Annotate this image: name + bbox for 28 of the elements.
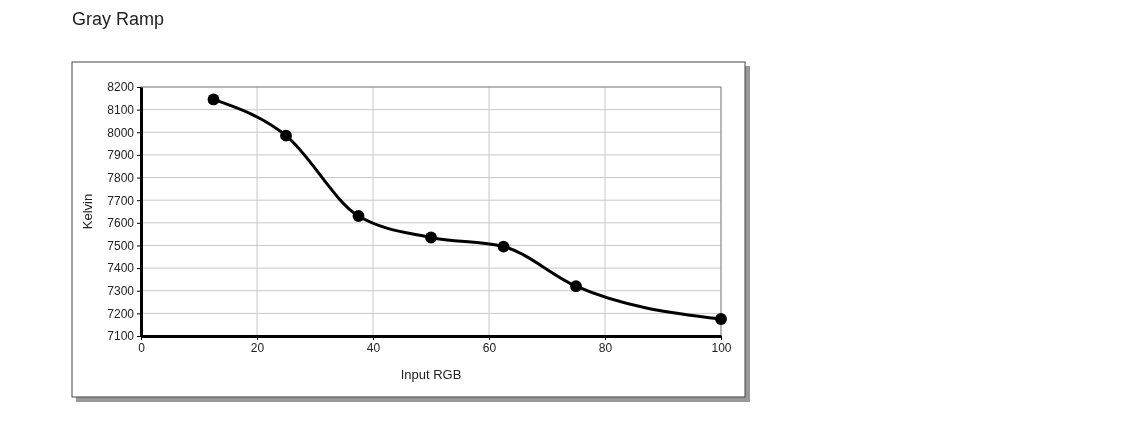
x-tick-label: 20: [250, 340, 265, 355]
y-tick-label: 8200: [107, 80, 135, 95]
y-tick-label: 8100: [107, 102, 135, 117]
x-tick-label: 80: [598, 340, 613, 355]
y-tick-label: 7700: [107, 193, 135, 208]
y-tick-label: 7300: [107, 284, 135, 299]
point: [715, 313, 727, 325]
y-tick-label: 7400: [107, 261, 135, 276]
x-tick-label: 0: [138, 340, 146, 355]
chart-title: Gray Ramp: [72, 9, 165, 29]
point: [425, 231, 437, 244]
x-tick-label: 40: [366, 340, 381, 355]
point: [352, 210, 365, 222]
x-tick-label: 100: [711, 340, 732, 355]
y-axis-title: Kelvin: [80, 193, 95, 230]
y-tick-label: 7800: [107, 170, 135, 185]
y-tick-label: 7900: [107, 148, 135, 163]
y-tick-label: 7600: [107, 216, 135, 231]
y-tick-label: 8000: [107, 125, 135, 140]
y-tick-label: 7100: [107, 329, 135, 344]
point: [280, 129, 292, 142]
x-axis-title: Input RGB: [400, 367, 462, 382]
point: [570, 280, 582, 293]
y-tick-label: 7200: [107, 306, 135, 321]
point: [497, 240, 510, 253]
point: [207, 93, 220, 106]
x-tick-label: 60: [482, 340, 497, 355]
y-tick-label: 7500: [107, 238, 135, 253]
